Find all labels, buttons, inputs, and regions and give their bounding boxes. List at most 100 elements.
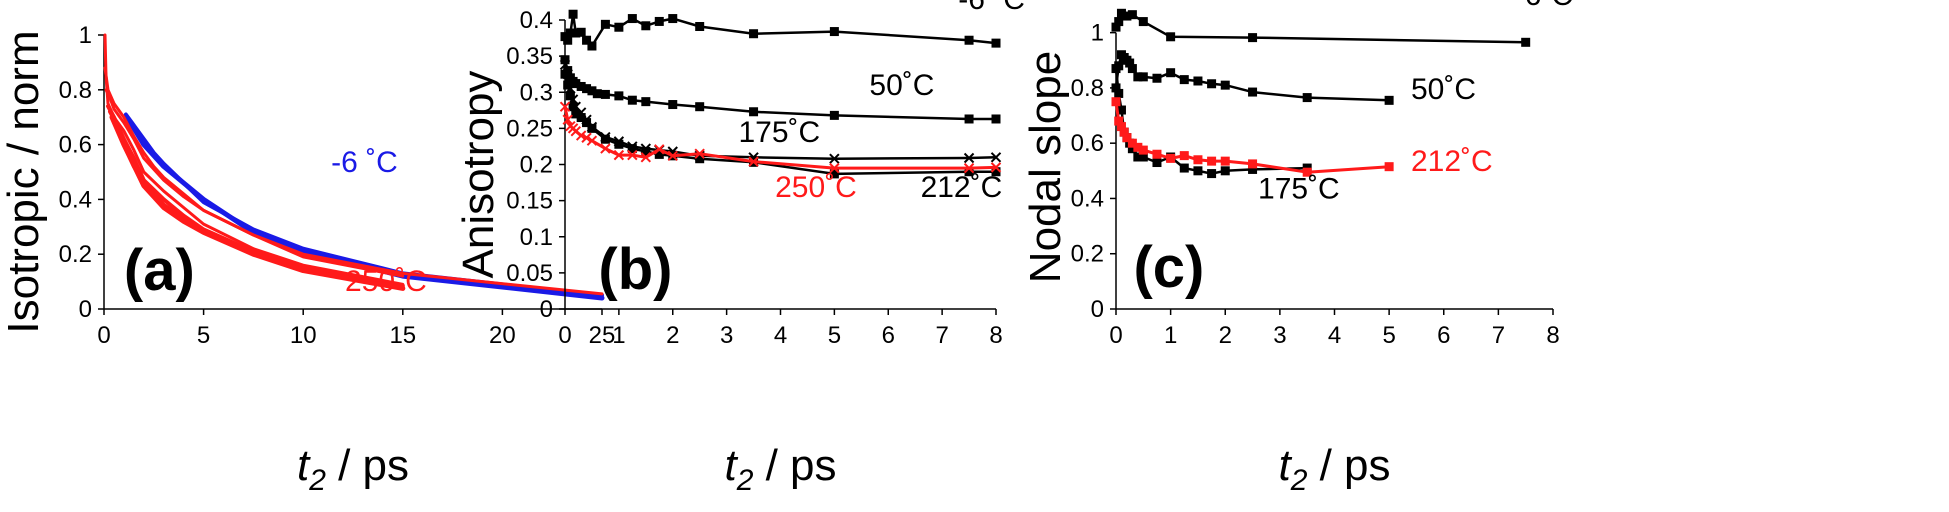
x-tick-label: 5 [197, 322, 210, 349]
x-tick-label: 25 [589, 322, 616, 349]
data-point [627, 144, 637, 154]
data-point [1152, 149, 1162, 159]
data-point [1111, 22, 1121, 32]
data-point [963, 152, 975, 164]
x-axis-label-unit: / ps [1307, 441, 1390, 490]
y-tick-label: 0.25 [506, 115, 553, 142]
series-line-5 [103, 33, 405, 286]
series-annotation: 50˚C [1411, 73, 1476, 106]
data-point [587, 123, 597, 133]
series-annotation: -6 ˚C [331, 146, 398, 179]
data-point [592, 89, 602, 99]
data-point [565, 91, 575, 101]
data-point [991, 167, 1001, 177]
data-point [1220, 166, 1230, 176]
data-point [829, 162, 840, 174]
panel-letter: (c) [1133, 235, 1204, 300]
data-point [1179, 75, 1189, 85]
data-point [576, 113, 586, 123]
data-point [641, 97, 651, 107]
data-point [1125, 58, 1135, 68]
data-point [1152, 73, 1162, 83]
data-point [1111, 64, 1121, 74]
y-tick-label: 0 [540, 296, 553, 323]
series-annotation: 175˚C [738, 116, 820, 149]
x-axis-label: t2 / ps [724, 441, 836, 497]
data-point [1127, 138, 1137, 148]
y-tick-label: 0.6 [1071, 130, 1104, 157]
data-point [1384, 95, 1394, 105]
x-tick-label: 2 [666, 322, 679, 349]
y-tick-label: 0.8 [1071, 75, 1104, 102]
data-point [1193, 166, 1203, 176]
x-tick-label: 8 [1546, 322, 1559, 349]
data-point [1384, 162, 1394, 172]
data-point [627, 149, 638, 161]
data-point [627, 14, 637, 24]
y-tick-label: 0.2 [520, 152, 553, 179]
data-point [1116, 8, 1126, 18]
y-tick-label: 0.8 [59, 77, 92, 104]
series-line-3 [103, 66, 604, 296]
data-point [1248, 87, 1258, 97]
data-point [641, 21, 651, 31]
data-point [587, 86, 597, 96]
x-axis-label: t2 / ps [1278, 441, 1390, 497]
data-point [627, 95, 637, 105]
data-point [582, 84, 592, 94]
x-tick-label: 10 [290, 322, 317, 349]
data-point [1248, 164, 1258, 174]
y-tick-label: 0.4 [59, 186, 92, 213]
data-point [559, 59, 571, 71]
data-point [1122, 11, 1132, 21]
data-point [694, 148, 705, 159]
data-point [991, 38, 1001, 48]
data-point [668, 14, 678, 24]
data-point [571, 109, 581, 119]
data-point [586, 135, 598, 146]
data-point [1111, 83, 1121, 93]
x-axis-label: t2 / ps [297, 441, 409, 497]
series-annotation: -6˚C [1515, 0, 1573, 12]
data-point [1302, 167, 1312, 177]
x-axis-label-var: t [724, 441, 738, 490]
data-point [581, 132, 592, 143]
data-point [1138, 17, 1148, 27]
series-annotation: 50˚C [869, 69, 934, 102]
data-point [654, 149, 664, 159]
data-point [1138, 145, 1148, 155]
data-point [1521, 37, 1531, 47]
data-point [964, 114, 974, 124]
data-point [1193, 155, 1203, 165]
data-point [600, 89, 610, 99]
x-axis-label-sub: 2 [736, 464, 754, 497]
y-tick-label: 0.1 [520, 224, 553, 251]
series-annotation: -6 ˚C [958, 0, 1025, 16]
x-axis-label-unit: / ps [753, 441, 836, 490]
data-point [964, 35, 974, 45]
data-point [991, 114, 1001, 124]
data-point [1248, 33, 1258, 43]
series-annotation: 250˚C [345, 265, 427, 298]
y-axis-label: Isotropic / norm [0, 30, 48, 333]
series-line-8 [109, 114, 406, 291]
x-tick-label: 7 [1492, 322, 1505, 349]
series-annotation: 212˚C [921, 171, 1003, 204]
y-tick-label: 0.4 [520, 7, 553, 34]
data-point [560, 69, 570, 79]
data-point [562, 114, 573, 125]
y-tick-label: 0 [79, 296, 92, 323]
data-point [1133, 72, 1143, 82]
series-line-2 [123, 112, 604, 298]
data-point [654, 144, 665, 155]
x-tick-label: 5 [828, 322, 841, 349]
x-tick-label: 3 [1273, 322, 1286, 349]
data-point [1133, 142, 1143, 152]
data-point [587, 41, 597, 51]
x-tick-label: 7 [935, 322, 948, 349]
y-tick-label: 1 [1091, 20, 1104, 47]
data-point [749, 107, 759, 117]
data-point [1116, 122, 1126, 132]
data-point [559, 101, 571, 112]
